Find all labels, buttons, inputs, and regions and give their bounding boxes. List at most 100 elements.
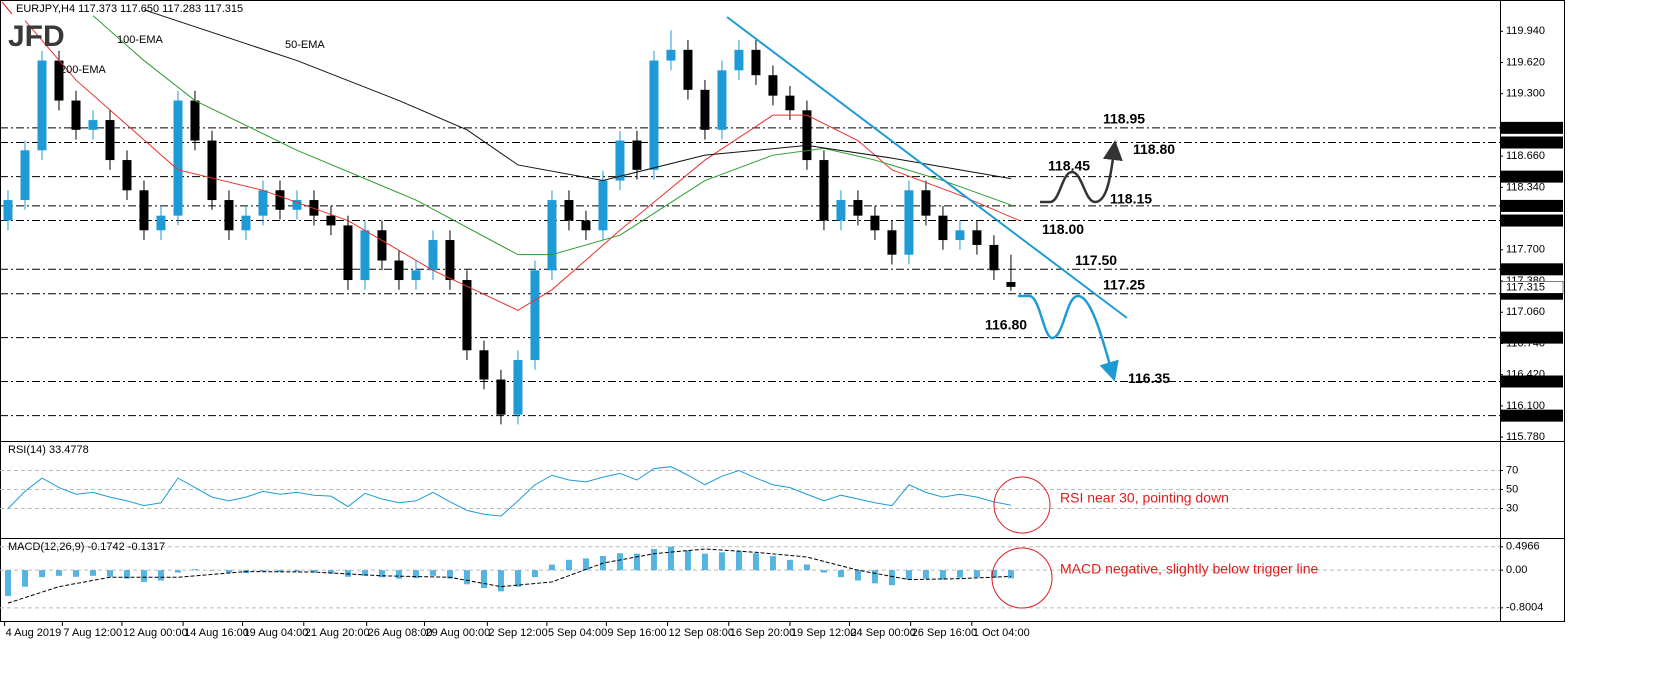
candle-body <box>887 230 897 255</box>
candle-body <box>37 60 47 151</box>
level-label: 117.500 <box>1506 263 1545 275</box>
macd-bar <box>616 553 623 571</box>
macd-bar <box>174 570 181 573</box>
candle-body <box>122 160 132 191</box>
candle-body <box>615 140 625 181</box>
level-label-box <box>1501 214 1563 227</box>
candle-body <box>598 180 608 231</box>
x-tick-label: 1 Oct 04:00 <box>973 627 1030 639</box>
y-tick-label: 118.660 <box>1506 150 1545 162</box>
level-annotation: 118.95 <box>1103 111 1145 127</box>
macd-bar <box>106 570 113 577</box>
current-price-box <box>1500 281 1564 294</box>
macd-bar <box>412 570 419 579</box>
ema-label: 100-EMA <box>117 34 164 46</box>
macd-bar <box>871 570 878 584</box>
macd-bar <box>361 570 368 576</box>
x-tick-label: 4 Aug 2019 <box>6 627 62 639</box>
macd-bar <box>837 570 844 578</box>
candle-body <box>156 215 166 231</box>
ema-label: 200-EMA <box>60 64 107 76</box>
candle-body <box>207 140 217 201</box>
candle-body <box>955 230 965 241</box>
macd-bar <box>531 570 538 578</box>
y-tick-label: 70 <box>1506 464 1518 476</box>
y-tick-label: 119.300 <box>1506 88 1545 100</box>
macd-bar <box>395 570 402 579</box>
ema-line <box>92 15 1012 256</box>
candle-body <box>938 215 948 241</box>
level-label-box <box>1501 170 1563 183</box>
price-panel: 119.940 119.620 119.300 118.660 118.340 117.7… <box>0 9 1564 443</box>
rsi-highlight-circle <box>993 476 1051 534</box>
macd-bar <box>225 570 232 573</box>
macd-bar <box>123 570 130 579</box>
macd-bar <box>667 546 674 571</box>
level-label: 116.000 <box>1506 410 1545 422</box>
candle-body <box>445 240 455 281</box>
candle-body <box>88 120 98 130</box>
y-tick-label: 119.940 <box>1506 25 1545 37</box>
candle-body <box>972 230 982 245</box>
candle-body <box>751 49 761 76</box>
macd-bar <box>735 551 742 571</box>
macd-bar <box>21 570 28 587</box>
macd-bar <box>191 569 198 571</box>
candle-body <box>496 379 506 415</box>
x-tick-label: 12 Aug 00:00 <box>123 627 188 639</box>
x-tick-label: 12 Sep 08:00 <box>669 627 734 639</box>
candle-body <box>139 190 149 231</box>
macd-bar <box>956 570 963 578</box>
macd-bar <box>446 570 453 579</box>
y-tick-label: 115.780 <box>1506 431 1545 443</box>
macd-bar <box>463 570 470 585</box>
rsi-panel: 30 50 70 <box>0 464 1518 517</box>
level-label: 118.950 <box>1506 122 1545 134</box>
ema-label: 50-EMA <box>285 39 325 51</box>
candle-body <box>836 200 846 221</box>
x-tick-label: 19 Aug 04:00 <box>244 627 309 639</box>
level-annotation: 116.35 <box>1128 370 1170 386</box>
macd-bar <box>905 570 912 580</box>
candle-body <box>802 110 812 161</box>
macd-bar <box>259 570 266 572</box>
x-tick-label: 14 Aug 16:00 <box>184 627 249 639</box>
macd-bar <box>752 553 759 571</box>
x-tick-label: 26 Sep 16:00 <box>912 627 977 639</box>
bearish-scenario-arrow <box>1018 294 1119 382</box>
candle-body <box>1006 281 1016 287</box>
macd-bar <box>1007 570 1014 579</box>
x-tick-label: 9 Sep 16:00 <box>607 627 666 639</box>
y-tick-label: 0.4966 <box>1506 541 1540 553</box>
level-annotation: 117.50 <box>1075 252 1117 268</box>
x-tick-label: 7 Aug 12:00 <box>63 627 122 639</box>
level-label: 116.800 <box>1506 332 1545 344</box>
x-tick-label: 21 Aug 20:00 <box>305 627 370 639</box>
macd-bar <box>718 552 725 571</box>
ema-line <box>143 9 1012 182</box>
corner-mark <box>1 1 13 15</box>
macd-bar <box>480 570 487 589</box>
candle-body <box>870 215 880 231</box>
candle-body <box>564 200 574 221</box>
candle-body <box>921 190 931 216</box>
level-label-box <box>1501 121 1563 134</box>
candle-body <box>190 100 200 141</box>
candle-body <box>224 200 234 231</box>
x-tick-label: 16 Sep 20:00 <box>730 627 795 639</box>
candle-body <box>853 200 863 216</box>
macd-bar <box>769 556 776 571</box>
level-label-box <box>1501 263 1563 276</box>
candle-body <box>785 95 795 111</box>
candle-body <box>309 200 319 216</box>
macd-bar <box>888 570 895 586</box>
x-tick-label: 26 Aug 08:00 <box>368 627 433 639</box>
macd-bar <box>140 570 147 582</box>
candle-body <box>326 215 336 226</box>
level-label-box <box>1501 199 1563 212</box>
macd-bar <box>820 570 827 573</box>
candle-body <box>547 200 557 271</box>
